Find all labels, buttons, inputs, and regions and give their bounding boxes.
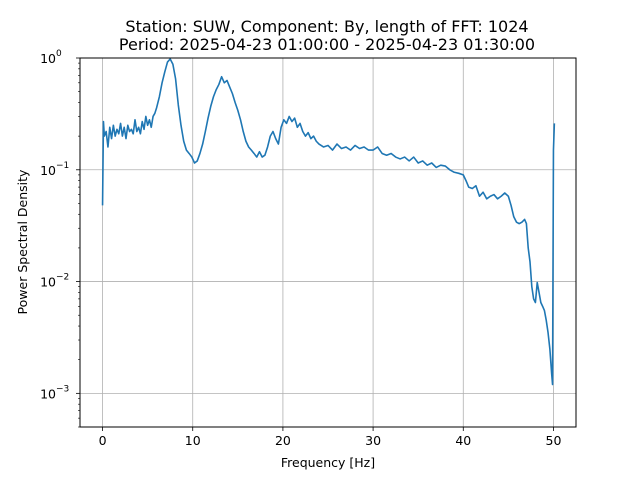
y-tick-label: 10	[40, 275, 56, 290]
x-tick-label: 0	[99, 433, 107, 448]
series-layer	[101, 58, 556, 386]
chart-title-line1: Station: SUW, Component: By, length of F…	[125, 17, 528, 36]
x-tick-label: 30	[365, 433, 381, 448]
y-tick-label: 10	[40, 163, 56, 178]
y-tick-exponent: −1	[56, 161, 69, 171]
x-axis-label: Frequency [Hz]	[281, 455, 375, 470]
x-tick-label: 40	[455, 433, 471, 448]
x-tick-label: 20	[275, 433, 291, 448]
chart-title-line2: Period: 2025-04-23 01:00:00 - 2025-04-23…	[119, 35, 535, 54]
y-tick-label: 10	[40, 51, 56, 66]
y-tick-exponent: −2	[56, 273, 69, 283]
x-axis-ticks: 0 10 20 30 40 50	[99, 427, 562, 448]
x-tick-label: 10	[185, 433, 201, 448]
y-tick-label: 10	[40, 386, 56, 401]
y-tick-exponent: 0	[56, 49, 62, 59]
plot-frame	[79, 57, 577, 428]
x-tick-label: 50	[546, 433, 562, 448]
y-axis-label: Power Spectral Density	[15, 169, 30, 314]
psd-series-line	[101, 58, 556, 386]
y-tick-exponent: −3	[56, 384, 69, 394]
